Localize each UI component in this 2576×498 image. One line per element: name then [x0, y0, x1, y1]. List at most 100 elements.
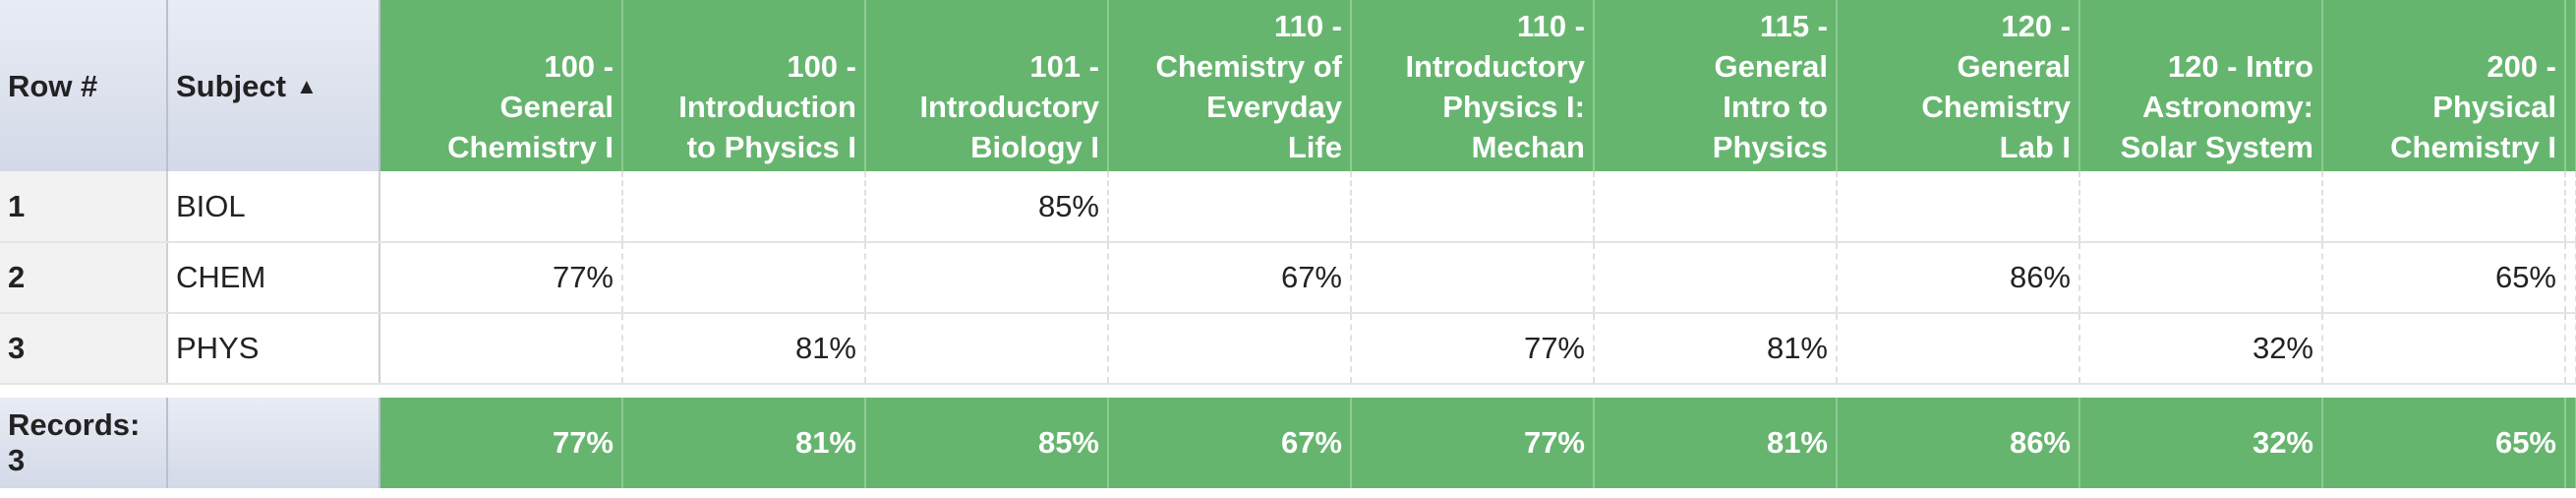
records-label: Records: 3 [0, 398, 168, 488]
header-line: General [1957, 49, 2071, 84]
data-cell [380, 171, 623, 243]
column-header[interactable]: 115 - General Intro to Physics [1594, 0, 1838, 171]
data-cell: 81% [622, 313, 866, 385]
row-number: 2 [0, 242, 168, 314]
data-cell [865, 313, 1109, 385]
header-line: 100 - [787, 49, 856, 84]
gap-cell [2565, 384, 2576, 398]
header-line: Astronomy: [2142, 90, 2313, 124]
data-cell [2079, 171, 2323, 243]
footer-cell [167, 398, 381, 488]
column-header[interactable]: 120 - General Chemistry Lab I [1837, 0, 2080, 171]
total-cell: 81% [622, 398, 866, 488]
data-cell [2565, 242, 2576, 314]
header-line: 120 - Intro [2167, 49, 2313, 84]
header-line: General [499, 90, 614, 124]
footer-row: Records: 3 77% 81% 85% 67% 77% 81% 86% 32% 65% [0, 398, 2576, 488]
header-line: Introductory [919, 90, 1099, 124]
data-cell [1108, 171, 1352, 243]
header-text: Row # [8, 68, 98, 103]
data-cell [2322, 171, 2566, 243]
total-cell: 86% [1837, 398, 2080, 488]
total-cell: 81% [1594, 398, 1838, 488]
header-line: Physics [1712, 130, 1828, 164]
total-cell: 77% [1351, 398, 1595, 488]
gap-cell [865, 384, 1108, 398]
data-cell [2079, 242, 2323, 314]
data-cell: 77% [380, 242, 623, 314]
gap-cell [167, 384, 380, 398]
data-cell: 85% [865, 171, 1109, 243]
data-cell: 67% [1108, 242, 1352, 314]
header-line: 100 - [544, 49, 614, 84]
data-cell: 86% [1837, 242, 2080, 314]
table-row: 1 BIOL 85% [0, 171, 2576, 243]
gap-row [0, 384, 2576, 398]
data-cell [2565, 313, 2576, 385]
total-cell: 65% [2322, 398, 2566, 488]
subject-cell: BIOL [167, 171, 381, 243]
header-line: Chemistry of [1155, 49, 1342, 84]
header-line: Chemistry I [447, 130, 614, 164]
header-line: 110 - [1517, 9, 1585, 43]
gap-cell [1594, 384, 1837, 398]
subject-cell: PHYS [167, 313, 381, 385]
data-cell [2565, 171, 2576, 243]
data-cell [2322, 313, 2566, 385]
data-cell: 77% [1351, 313, 1595, 385]
data-cell [1351, 242, 1595, 314]
row-number: 1 [0, 171, 168, 243]
header-line: Biology I [970, 130, 1099, 164]
column-header[interactable]: 120 - Intro Astronomy: Solar System [2079, 0, 2323, 171]
total-cell: 67% [1108, 398, 1352, 488]
gap-cell [2322, 384, 2565, 398]
header-line: Everyday [1206, 90, 1342, 124]
data-cell [622, 171, 866, 243]
data-cell [1351, 171, 1595, 243]
total-cell: 85% [865, 398, 1109, 488]
gap-cell [1108, 384, 1351, 398]
header-line: Intro to [1723, 90, 1828, 124]
header-line: Lab I [1999, 130, 2071, 164]
data-cell [1837, 313, 2080, 385]
data-cell [1108, 313, 1352, 385]
data-cell [865, 242, 1109, 314]
column-header[interactable]: 100 - General Chemistry I [380, 0, 623, 171]
column-header[interactable]: 110 - Introductory Physics I: Mechan [1351, 0, 1595, 171]
total-cell: 32% [2079, 398, 2323, 488]
subject-header[interactable]: Subject ▲ [167, 0, 381, 171]
column-header[interactable]: 110 - Chemistry of Everyday Life [1108, 0, 1352, 171]
data-cell [622, 242, 866, 314]
gap-cell [1837, 384, 2079, 398]
table-row: 3 PHYS 81% 77% 81% 32% [0, 313, 2576, 385]
header-line: 120 - [2001, 9, 2071, 43]
column-header[interactable]: 200 - Physical Chemistry I [2322, 0, 2566, 171]
header-line: Introductory [1405, 49, 1585, 84]
header-line: Solar System [2120, 130, 2313, 164]
header-line: Chemistry I [2390, 130, 2556, 164]
column-header[interactable]: 100 - Introduction to Physics I [622, 0, 866, 171]
column-header [2565, 0, 2576, 171]
data-cell: 81% [1594, 313, 1838, 385]
header-line: 101 - [1029, 49, 1099, 84]
header-line: Physics I: [1442, 90, 1585, 124]
column-header[interactable]: 101 - Introductory Biology I [865, 0, 1109, 171]
header-line: Life [1287, 130, 1342, 164]
header-line: to Physics I [686, 130, 856, 164]
header-line: Introduction [678, 90, 856, 124]
gap-cell [380, 384, 622, 398]
header-line: 110 - [1274, 9, 1342, 43]
gap-cell [2079, 384, 2322, 398]
row-number-header[interactable]: Row # [0, 0, 168, 171]
subject-cell: CHEM [167, 242, 381, 314]
data-cell [1594, 242, 1838, 314]
sort-arrow: ▲ [295, 73, 318, 98]
table: Row # Subject ▲ 100 - General Chemistry I 10… [0, 0, 2576, 488]
gap-cell [622, 384, 865, 398]
header-line: 115 - [1760, 9, 1828, 43]
header-row: Row # Subject ▲ 100 - General Chemistry I 10… [0, 0, 2576, 171]
data-cell [380, 313, 623, 385]
header-line: 200 - [2487, 49, 2556, 84]
header-line: Chemistry [1921, 90, 2071, 124]
